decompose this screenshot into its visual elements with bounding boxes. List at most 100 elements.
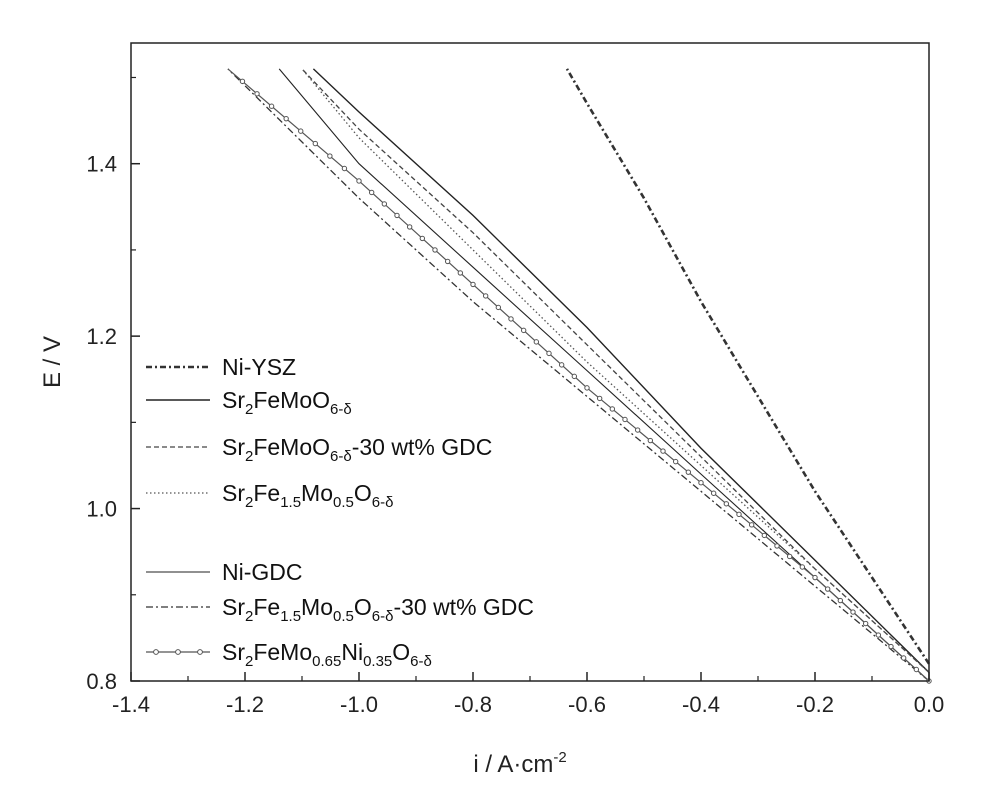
legend-label-part: Sr [222,387,245,413]
legend-label-part: 0.35 [363,653,392,670]
legend-label-part: FeMo [253,639,312,665]
legend-label-part: Sr [222,639,245,665]
legend-label-5: Ni-GDC [222,559,303,585]
x-tick-label: -0.6 [568,692,606,717]
x-tick-label: -1.4 [112,692,150,717]
series-line-2 [312,68,930,673]
series-marker [268,103,275,109]
legend-label-part: 1.5 [280,494,301,511]
series-marker [900,655,907,661]
legend-label-part: 2 [245,653,253,670]
series-line-3 [301,68,930,673]
legend-label-3: Sr2FeMoO6-δ-30 wt% GDC [222,434,492,465]
series-marker [312,140,318,147]
series-marker [254,91,260,97]
series-line-7 [227,68,930,682]
x-axis: -1.4 -1.2 -1.0 -0.8 -0.6 -0.4 -0.2 0.0 [112,672,944,717]
series-marker [327,153,333,159]
x-tick-label: -0.8 [454,692,492,717]
series-marker [482,293,489,299]
series-marker [799,564,806,570]
legend-label-part: 0.5 [333,494,354,511]
series-marker [875,632,882,638]
series-marker [672,458,679,465]
series-layer [227,68,932,684]
legend-label-2: Sr2FeMoO6-δ [222,387,352,418]
y-tick-label: 0.8 [86,669,117,694]
series-marker [596,395,603,402]
legend-label-part: 6-δ [410,653,432,670]
legend-label-part: 0.65 [312,653,341,670]
legend-label-part: 6-δ [330,448,352,465]
series-marker [457,270,464,276]
series-marker [748,522,755,528]
y-axis: 0.8 1.0 1.2 1.4 [86,76,140,694]
series-marker [533,339,540,345]
legend-label-1: Ni-YSZ [222,354,296,380]
legend-label-part: 2 [245,448,253,465]
series-marker [710,490,717,496]
series-marker [786,553,793,560]
series-marker [634,427,641,433]
series-marker [913,666,920,673]
series-marker [888,643,894,650]
series-line-5 [278,68,930,682]
series-marker [470,281,476,288]
legend-label-part: Ni-YSZ [222,354,296,380]
series-marker [444,258,451,265]
legend-label-part: 2 [245,494,253,511]
legend-label-part: O [392,639,410,665]
x-axis-title: i / A·cm-2 [473,749,566,778]
legend-label-part: 0.5 [333,608,354,625]
y-axis-title: E / V [39,336,66,388]
series-marker [609,406,616,412]
series-marker [660,448,666,454]
legend-label-part: 6-δ [330,401,352,418]
series-marker [698,480,704,486]
legend-marker [153,649,159,655]
legend-label-part: -30 wt% GDC [393,594,534,620]
legend-label-part: Sr [222,594,245,620]
legend-label-part: Sr [222,434,245,460]
series-marker [761,532,768,539]
series-marker [723,501,730,507]
legend-label-part: 2 [245,608,253,625]
series-marker [368,189,375,196]
series-line-1 [565,68,931,665]
series-line-6 [227,68,930,682]
legend-label-part: Ni [341,639,363,665]
legend-label-part: FeMoO [253,434,330,460]
legend-label-part: Fe [253,480,280,506]
series-marker [341,165,348,172]
legend-label-4: Sr2Fe1.5Mo0.5O6-δ [222,480,393,511]
legend-label-7: Sr2FeMo0.65Ni0.35O6-δ [222,639,432,670]
series-marker [283,115,289,122]
legend-label-part: FeMoO [253,387,330,413]
x-tick-label: -1.2 [226,692,264,717]
y-tick-label: 1.2 [86,324,117,349]
legend-label-part: O [354,594,372,620]
legend-label-part: 6-δ [372,608,394,625]
series-marker [736,511,742,518]
series-marker [239,78,246,85]
legend-label-part: 6-δ [372,494,394,511]
legend-label-part: -30 wt% GDC [352,434,493,460]
x-axis-title-main: i / A·cm [473,751,553,778]
series-marker [622,416,628,423]
series-marker [298,128,304,134]
series-marker [571,373,578,380]
series-marker [647,437,654,444]
series-marker [546,350,552,357]
series-marker [495,304,502,311]
series-marker [837,597,844,604]
series-marker [394,212,400,219]
series-marker [558,362,565,368]
series-marker [381,201,388,207]
x-tick-label: 0.0 [914,692,945,717]
series-marker [419,235,426,242]
x-tick-label: -0.4 [682,692,720,717]
x-tick-label: -0.2 [796,692,834,717]
series-marker [850,609,856,615]
